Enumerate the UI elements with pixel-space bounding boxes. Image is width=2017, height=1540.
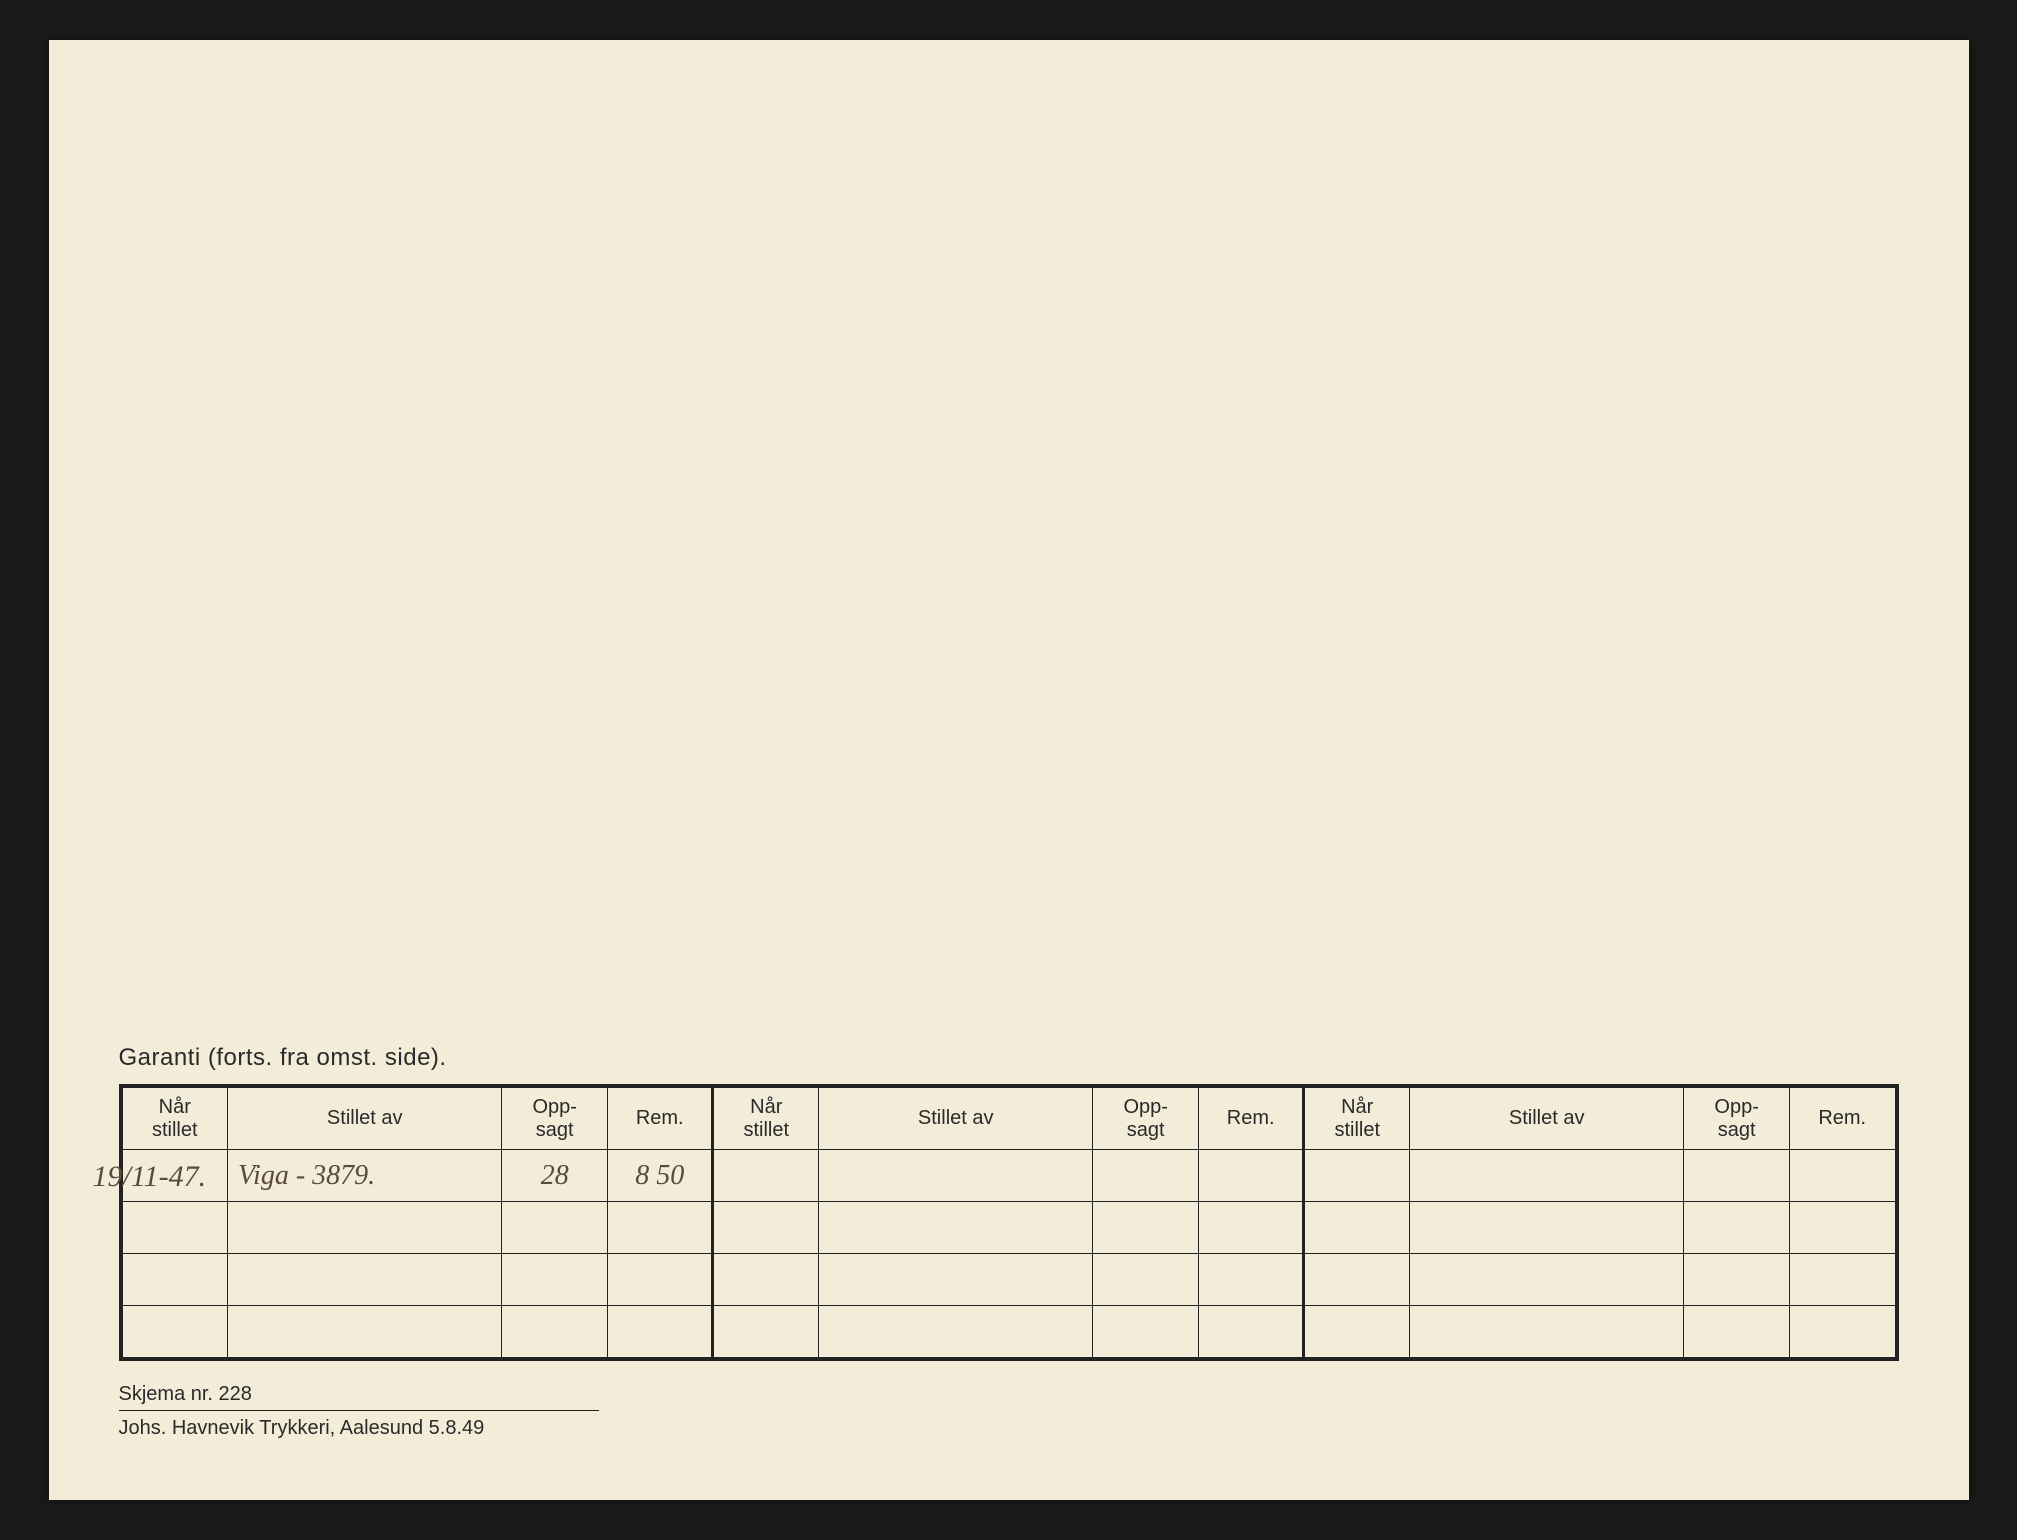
header-nar-stillet-1: Når stillet	[122, 1088, 228, 1150]
cell-empty	[122, 1202, 228, 1254]
cell-empty	[1304, 1202, 1410, 1254]
cell-empty	[1093, 1202, 1199, 1254]
header-opp-sagt-2: Opp- sagt	[1093, 1088, 1199, 1150]
cell-empty	[713, 1306, 819, 1358]
cell-empty	[1410, 1150, 1684, 1202]
cell-empty	[819, 1254, 1093, 1306]
handwritten-date: 19/11-47.	[93, 1160, 207, 1194]
cell-empty	[1789, 1150, 1895, 1202]
header-stillet-av-1: Stillet av	[228, 1088, 502, 1150]
header-stillet-av-2: Stillet av	[819, 1088, 1093, 1150]
cell-empty	[1410, 1254, 1684, 1306]
cell-empty	[228, 1306, 502, 1358]
cell-empty	[1789, 1254, 1895, 1306]
cell-empty	[819, 1150, 1093, 1202]
cell-empty	[1789, 1202, 1895, 1254]
header-stillet-av-3: Stillet av	[1410, 1088, 1684, 1150]
cell-empty	[1304, 1150, 1410, 1202]
cell-empty	[819, 1306, 1093, 1358]
table-row	[122, 1202, 1895, 1254]
cell-empty	[713, 1254, 819, 1306]
cell-empty	[502, 1254, 608, 1306]
cell-empty	[1198, 1306, 1304, 1358]
header-nar-stillet-2: Når stillet	[713, 1088, 819, 1150]
table-row	[122, 1254, 1895, 1306]
cell-empty	[1684, 1306, 1790, 1358]
cell-empty	[713, 1202, 819, 1254]
header-opp-sagt-3: Opp- sagt	[1684, 1088, 1790, 1150]
cell-empty	[122, 1254, 228, 1306]
cell-empty	[1304, 1254, 1410, 1306]
cell-empty	[1304, 1306, 1410, 1358]
cell-empty	[1198, 1150, 1304, 1202]
cell-empty	[1684, 1254, 1790, 1306]
cell-empty	[1410, 1202, 1684, 1254]
cell-stillet-av: Viga - 3879.	[228, 1150, 502, 1202]
cell-empty	[1093, 1306, 1199, 1358]
cell-empty	[1789, 1306, 1895, 1358]
cell-empty	[607, 1202, 713, 1254]
cell-empty	[1093, 1254, 1199, 1306]
document-page: Garanti (forts. fra omst. side). Når sti…	[49, 40, 1969, 1500]
cell-empty	[1198, 1202, 1304, 1254]
cell-empty	[713, 1150, 819, 1202]
cell-nar-stillet: 19/11-47.	[122, 1150, 228, 1202]
cell-empty	[607, 1306, 713, 1358]
table-body: 19/11-47. Viga - 3879. 28 8 50	[122, 1150, 1895, 1358]
cell-empty	[228, 1202, 502, 1254]
cell-empty	[228, 1254, 502, 1306]
footer-printer: Johs. Havnevik Trykkeri, Aalesund 5.8.49	[119, 1410, 599, 1440]
cell-empty	[1684, 1150, 1790, 1202]
cell-empty	[819, 1202, 1093, 1254]
cell-empty	[1198, 1254, 1304, 1306]
header-rem-1: Rem.	[607, 1088, 713, 1150]
header-nar-stillet-3: Når stillet	[1304, 1088, 1410, 1150]
header-rem-3: Rem.	[1789, 1088, 1895, 1150]
cell-empty	[1684, 1202, 1790, 1254]
guarantee-table-wrap: Når stillet Stillet av Opp- sagt Rem. Nå…	[119, 1084, 1899, 1361]
cell-empty	[607, 1254, 713, 1306]
cell-opp-sagt: 28	[502, 1150, 608, 1202]
cell-rem: 8 50	[607, 1150, 713, 1202]
guarantee-table: Når stillet Stillet av Opp- sagt Rem. Nå…	[122, 1087, 1896, 1358]
cell-empty	[502, 1306, 608, 1358]
table-header: Når stillet Stillet av Opp- sagt Rem. Nå…	[122, 1088, 1895, 1150]
header-rem-2: Rem.	[1198, 1088, 1304, 1150]
footer-skjema: Skjema nr. 228	[119, 1383, 1899, 1406]
table-row	[122, 1306, 1895, 1358]
cell-empty	[502, 1202, 608, 1254]
content-area: Garanti (forts. fra omst. side). Når sti…	[119, 1044, 1899, 1440]
table-caption: Garanti (forts. fra omst. side).	[119, 1044, 1899, 1072]
cell-empty	[1093, 1150, 1199, 1202]
header-opp-sagt-1: Opp- sagt	[502, 1088, 608, 1150]
cell-empty	[1410, 1306, 1684, 1358]
table-row: 19/11-47. Viga - 3879. 28 8 50	[122, 1150, 1895, 1202]
footer: Skjema nr. 228 Johs. Havnevik Trykkeri, …	[119, 1383, 1899, 1440]
cell-empty	[122, 1306, 228, 1358]
